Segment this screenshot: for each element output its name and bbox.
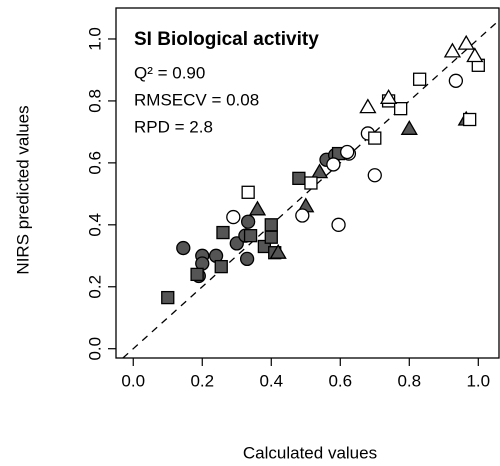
point	[161, 290, 175, 305]
point	[331, 217, 346, 232]
point	[326, 157, 341, 172]
annotation: RMSECV = 0.08	[134, 90, 259, 109]
point	[264, 218, 278, 232]
point	[412, 72, 427, 86]
x-tick-label: 0.0	[121, 371, 145, 390]
x-tick-label: 0.2	[190, 371, 214, 390]
y-tick-label: 1.0	[85, 27, 104, 51]
point	[226, 209, 241, 225]
point	[269, 243, 287, 259]
point	[248, 200, 267, 216]
point	[443, 42, 462, 58]
point	[466, 47, 484, 63]
point	[239, 251, 255, 267]
x-tick-label: 0.6	[328, 371, 352, 390]
x-tick-label: 1.0	[466, 371, 490, 390]
point	[340, 144, 355, 160]
y-tick-label: 0.4	[85, 213, 104, 237]
point	[310, 163, 329, 179]
point	[394, 102, 408, 116]
y-tick-label: 0.6	[85, 151, 104, 175]
point	[241, 214, 256, 229]
y-tick-label: 0.8	[85, 89, 104, 113]
point	[304, 176, 318, 190]
point	[359, 98, 377, 114]
point	[367, 168, 382, 183]
x-axis-label: Calculated values	[243, 443, 377, 462]
point	[241, 185, 255, 199]
point	[216, 225, 230, 240]
annotation: RPD = 2.8	[134, 117, 213, 136]
point	[264, 230, 278, 244]
x-tick-label: 0.4	[259, 371, 283, 390]
point	[190, 267, 204, 282]
y-axis-label: NIRS predicted values	[13, 105, 32, 274]
y-tick-label: 0.0	[85, 337, 104, 361]
point	[448, 73, 464, 88]
point	[463, 112, 477, 127]
point	[243, 229, 258, 243]
point	[292, 171, 306, 186]
y-tick-label: 0.2	[85, 275, 104, 299]
point	[400, 119, 418, 135]
point	[368, 131, 382, 145]
point	[295, 208, 310, 223]
point	[379, 89, 398, 104]
plot-frame	[115, 7, 500, 359]
chart-title: SI Biological activity	[134, 29, 319, 50]
point	[457, 34, 475, 50]
point	[176, 240, 191, 256]
annotation: Q² = 0.90	[134, 63, 205, 82]
x-tick-label: 0.8	[397, 371, 421, 390]
point	[214, 259, 228, 274]
